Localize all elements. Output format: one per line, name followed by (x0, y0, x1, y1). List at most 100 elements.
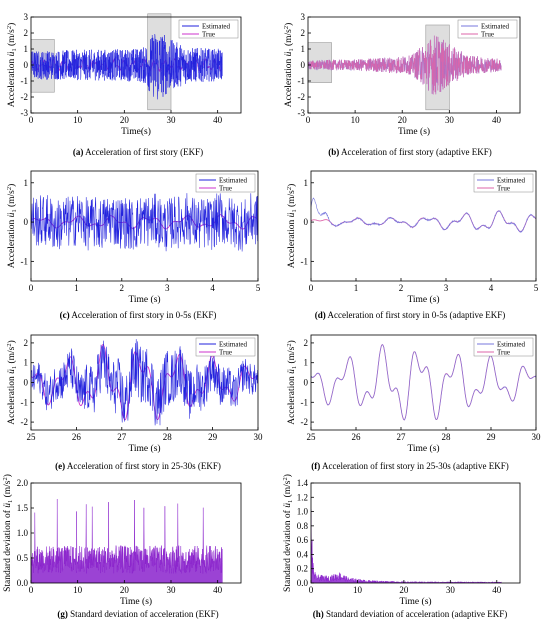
series-line-true-b (308, 35, 502, 95)
y-tick-label: -1 (298, 76, 306, 86)
plot-area-a (31, 34, 223, 100)
x-tick-label: 20 (120, 585, 130, 595)
x-tick-label: 10 (73, 585, 83, 595)
panel-f: 25 26 27 28 29 30 -2 -1 0 1 2 Time (s) Acceleration … (286, 334, 541, 471)
panel-c: 0 1 2 3 4 5 -1 0 1 Time (s) Acceleration ü1 (m/s2)… (6, 170, 261, 320)
x-tick-label: 3 (444, 283, 449, 293)
x-tick-label: 29 (487, 432, 497, 442)
y-tick-label: 1 (24, 178, 29, 188)
legend-label: True (219, 185, 232, 193)
y-tick-label: -2 (298, 92, 306, 102)
axes-frame-c (30, 170, 259, 282)
x-tick-label: 30 (167, 585, 177, 595)
panel-e: 25 26 27 28 29 30 -2 -1 0 1 2 Time (s) Acceleration … (6, 334, 263, 471)
legend-label: True (202, 31, 215, 39)
y-tick-label: 1.5 (17, 503, 29, 513)
caption-e: (e) Acceleration of first story in 25-30… (55, 461, 221, 471)
x-axis-label-d: Time (s) (407, 294, 439, 305)
x-tick-label: 3 (165, 283, 170, 293)
x-tick-label: 0 (29, 283, 34, 293)
plot-area-f (311, 344, 536, 421)
x-tick-label: 28 (442, 432, 452, 442)
x-axis-label-b: Time (s) (398, 126, 430, 137)
y-tick-label: 1.2 (297, 492, 308, 502)
x-tick-label: 30 (445, 115, 455, 125)
y-tick-label: -2 (21, 92, 29, 102)
y-tick-label: 1 (304, 358, 309, 368)
y-axis-label-f: Acceleration ü1 (m/s2) (286, 340, 298, 425)
y-tick-label: -3 (298, 108, 306, 118)
y-tick-label: 1.0 (297, 507, 309, 517)
x-tick-label: 5 (534, 283, 539, 293)
x-tick-label: 40 (213, 115, 223, 125)
plot-area-h (311, 509, 502, 583)
x-tick-label: 30 (167, 115, 177, 125)
x-tick-label: 25 (27, 432, 37, 442)
y-tick-label: 0.2 (297, 564, 308, 574)
series-line-estimated-e (31, 339, 258, 426)
x-tick-label: 25 (307, 432, 317, 442)
legend-label: Estimated (219, 341, 247, 349)
panel-h: 0 10 20 30 40 0.0 0.2 0.4 0.6 0.8 1.0 1.2 1.4 Time (s… (282, 474, 521, 619)
panel-b: 0 10 20 30 40 -3 -2 -1 0 1 2 3 Time (s) Acceleration … (283, 12, 521, 157)
x-tick-label: 2 (399, 283, 404, 293)
y-axis-label-d: Acceleration ü1 (m/s2) (286, 184, 298, 269)
y-tick-label: 2 (304, 338, 309, 348)
y-tick-label: 0 (304, 378, 309, 388)
x-tick-label: 40 (492, 585, 502, 595)
caption-c: (c) Acceleration of first story in 0-5s … (60, 310, 217, 320)
x-tick-label: 20 (398, 115, 408, 125)
caption-f: (f) Acceleration of first story in 25-30… (311, 461, 508, 471)
y-tick-label: -1 (21, 76, 29, 86)
series-area-std-g (31, 498, 223, 583)
x-tick-label: 5 (256, 283, 261, 293)
y-axis-label-g: Standard deviation of ü1 (m/s2) (2, 474, 14, 592)
y-axis-label-c: Acceleration ü1 (m/s2) (6, 184, 18, 269)
y-tick-label: 1 (24, 358, 29, 368)
plot-area-c (31, 193, 258, 252)
x-tick-label: 27 (397, 432, 407, 442)
y-axis-label-h: Standard deviation of ü1 (m/s2) (282, 474, 294, 592)
y-tick-label: -2 (301, 417, 309, 427)
x-tick-label: 0 (309, 585, 314, 595)
y-axis-label-b: Acceleration ü1 (m/s2) (283, 23, 295, 108)
legend-label: Estimated (219, 177, 247, 185)
x-tick-label: 0 (29, 585, 34, 595)
x-axis-label-f: Time (s) (407, 443, 439, 454)
series-line-estimated-d (311, 197, 536, 233)
axes-frame-h (310, 482, 521, 584)
x-axis-label-g: Time (s) (120, 596, 152, 607)
panel-a: 0 10 20 30 40 -3 -2 -1 0 1 2 3 Time(s) Acceleration ü… (6, 12, 242, 157)
x-tick-label: 29 (208, 432, 218, 442)
x-axis-label-h: Time (s) (399, 596, 431, 607)
legend-label: Estimated (497, 341, 525, 349)
y-tick-label: 0.6 (297, 535, 309, 545)
plot-area-g (31, 498, 223, 583)
y-tick-label: 1 (301, 44, 306, 54)
x-tick-label: 1 (354, 283, 359, 293)
legend-label: Estimated (202, 23, 230, 31)
panel-d: 0 1 2 3 4 5 -1 0 1 Time (s) Acceleration ü1 (m/s2)… (286, 170, 539, 320)
x-tick-label: 26 (352, 432, 362, 442)
x-tick-label: 10 (73, 115, 83, 125)
caption-d: (d) Acceleration of first story in 0-5s … (315, 310, 505, 320)
x-axis-label-e: Time (s) (128, 443, 160, 454)
x-tick-label: 2 (120, 283, 125, 293)
x-axis-label-c: Time (s) (128, 294, 160, 305)
y-tick-label: 0 (301, 60, 306, 70)
x-tick-label: 10 (353, 585, 363, 595)
x-tick-label: 40 (213, 585, 223, 595)
y-axis-label-e: Acceleration ü1 (m/s2) (6, 340, 18, 425)
x-tick-label: 20 (399, 585, 409, 595)
x-tick-label: 30 (446, 585, 456, 595)
series-line-estimated-c (31, 193, 258, 252)
y-tick-label: 2 (24, 28, 29, 38)
y-tick-label: -1 (21, 256, 29, 266)
x-tick-label: 20 (120, 115, 130, 125)
plot-area-e (31, 339, 258, 426)
